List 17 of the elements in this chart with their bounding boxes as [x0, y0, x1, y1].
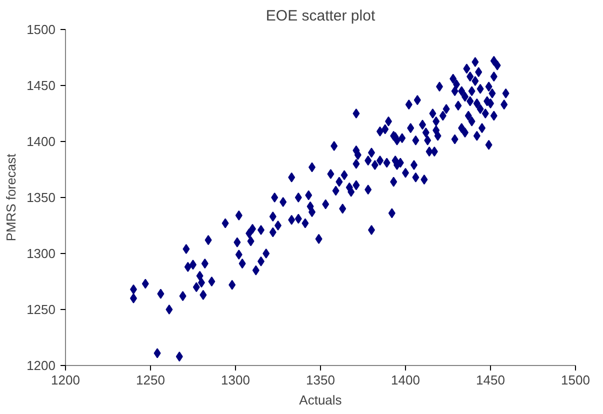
x-tick-label: 1200 — [51, 372, 80, 388]
x-tick-label: 1250 — [136, 372, 165, 388]
x-axis-title: Actuals — [299, 392, 342, 408]
y-tick-label: 1450 — [26, 78, 56, 93]
y-tick-label: 1300 — [26, 246, 56, 261]
y-tick-label: 1200 — [26, 358, 56, 373]
y-tick-label: 1400 — [26, 134, 56, 149]
chart-title: EOE scatter plot — [266, 8, 376, 24]
y-tick-label: 1500 — [26, 22, 56, 37]
x-tick-label: 1450 — [476, 372, 505, 388]
x-tick-label: 1500 — [561, 372, 590, 388]
x-tick-label: 1400 — [391, 372, 420, 388]
x-tick-label: 1350 — [306, 372, 335, 388]
y-tick-label: 1350 — [26, 190, 56, 205]
x-tick-label: 1300 — [221, 372, 250, 388]
y-tick-label: 1250 — [26, 302, 56, 317]
y-axis-title: PMRS forecast — [4, 153, 19, 242]
